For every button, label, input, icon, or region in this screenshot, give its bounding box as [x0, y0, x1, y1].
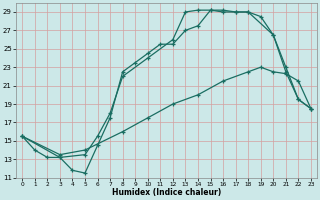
X-axis label: Humidex (Indice chaleur): Humidex (Indice chaleur) — [112, 188, 221, 197]
